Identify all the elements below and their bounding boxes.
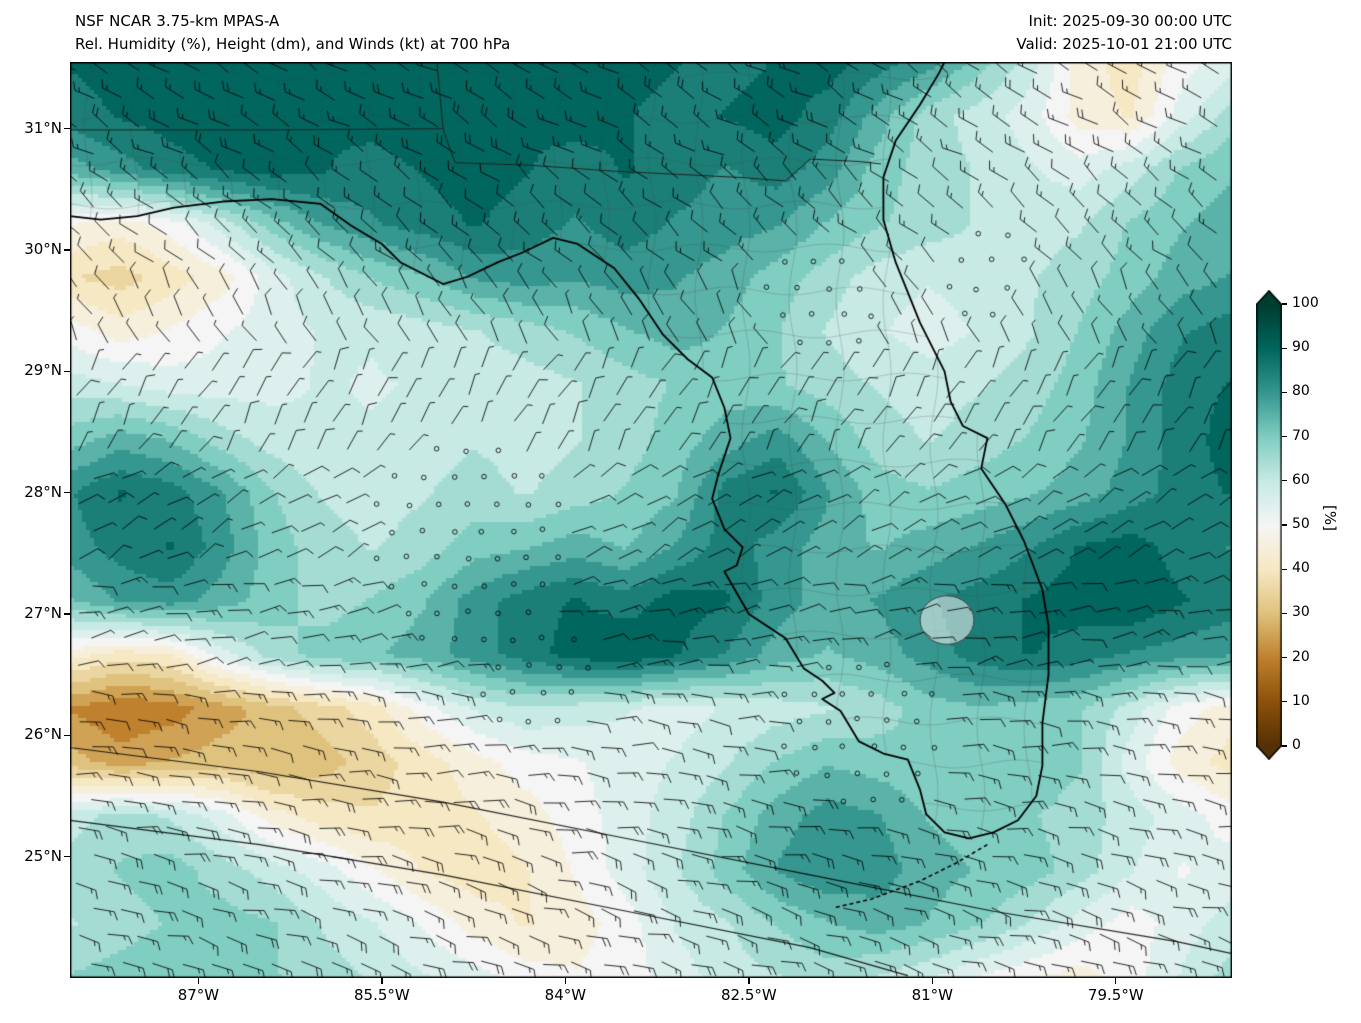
colorbar-tick-mark [1282,656,1287,659]
x-tick-label: 82.5°W [720,986,777,1004]
y-tick-label: 29°N [24,361,62,380]
x-tick-mark [381,978,383,984]
colorbar-tick-label: 20 [1292,648,1310,665]
x-tick-mark [1115,978,1117,984]
colorbar-tick-mark [1282,391,1287,394]
colorbar-tick-mark [1282,612,1287,615]
x-tick-label: 84°W [544,986,587,1004]
y-tick-label: 27°N [24,604,62,623]
colorbar-tick-mark [1282,435,1287,438]
y-tick-mark [64,613,70,615]
colorbar-tick-label: 90 [1292,339,1310,356]
y-tick-label: 28°N [24,482,62,501]
colorbar-units-label: [%] [1321,505,1339,531]
x-tick-label: 81°W [911,986,954,1004]
colorbar-tick-mark [1282,745,1287,747]
y-tick-mark [64,492,70,494]
init-valid-block: Init: 2025-09-30 00:00 UTC Valid: 2025-1… [1016,10,1232,56]
x-tick-mark [197,978,200,984]
y-tick-mark [64,370,70,373]
colorbar-tick-mark [1282,524,1287,526]
colorbar-tick-label: 40 [1292,560,1310,577]
y-tick-mark [64,855,70,858]
y-tick-label: 26°N [24,725,62,744]
colorbar-tick-mark [1282,347,1287,349]
x-tick-label: 79.5°W [1087,986,1144,1004]
colorbar-tick-mark [1282,701,1287,703]
title-block: NSF NCAR 3.75-km MPAS-A Rel. Humidity (%… [75,10,510,56]
y-tick-mark [64,128,70,130]
x-tick-mark [931,978,934,984]
colorbar-tick-label: 70 [1292,427,1310,444]
colorbar-tick-label: 0 [1292,737,1301,753]
model-title: NSF NCAR 3.75-km MPAS-A [75,12,280,30]
y-tick-label: 25°N [24,846,62,865]
y-tick-label: 31°N [24,118,62,137]
colorbar-tick-mark [1282,568,1287,570]
y-tick-mark [64,249,70,251]
x-tick-label: 85.5°W [354,986,410,1004]
colorbar-tick-label: 50 [1292,516,1310,532]
init-time: Init: 2025-09-30 00:00 UTC [1028,12,1232,30]
product-title: Rel. Humidity (%), Height (dm), and Wind… [75,35,511,53]
y-tick-mark [64,734,70,737]
y-tick-label: 30°N [24,240,62,259]
colorbar-tick-label: 60 [1292,471,1310,488]
colorbar-tick-label: 100 [1292,295,1319,311]
colorbar-tick-label: 10 [1292,692,1310,709]
colorbar [1256,290,1282,760]
colorbar-tick-mark [1282,480,1287,482]
map-canvas [70,62,1232,978]
colorbar-tick-label: 30 [1292,604,1310,621]
x-tick-label: 87°W [177,986,220,1004]
x-tick-mark [564,978,567,984]
colorbar-tick-mark [1282,303,1287,305]
x-tick-mark [748,978,750,984]
map-plot-area [70,62,1232,978]
colorbar-tick-label: 80 [1292,383,1310,400]
valid-time: Valid: 2025-10-01 21:00 UTC [1016,35,1232,53]
